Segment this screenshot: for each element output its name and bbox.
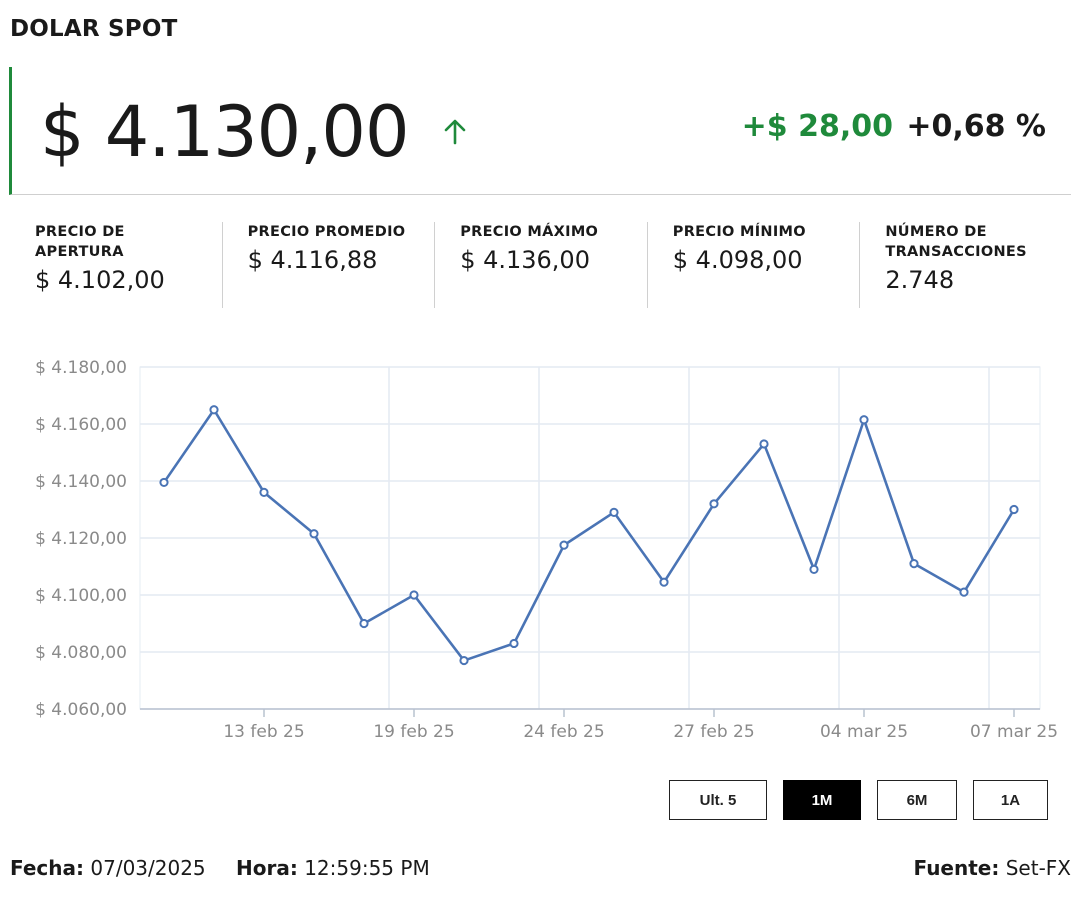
stat-label: PRECIO MÍNIMO <box>672 224 806 240</box>
x-tick-label: 19 feb 25 <box>373 722 454 742</box>
stats-row: PRECIO DE APERTURA $ 4.102,00 PRECIO PRO… <box>10 222 1072 308</box>
data-point <box>659 577 669 587</box>
page-title: DOLAR SPOT <box>10 16 178 42</box>
stat-transacciones: NÚMERO DE TRANSACCIONES 2.748 <box>859 222 1072 308</box>
fuente-label: Fuente: <box>913 856 1000 880</box>
arrow-up-icon <box>444 119 466 145</box>
data-point <box>209 405 219 415</box>
stat-maximo: PRECIO MÁXIMO $ 4.136,00 <box>434 222 647 308</box>
range-button-1a[interactable]: 1A <box>973 780 1048 820</box>
stat-value: 2.748 <box>885 266 955 294</box>
stat-label: PRECIO MÁXIMO <box>460 224 599 240</box>
y-tick-label: $ 4.060,00 <box>35 700 127 720</box>
stat-value: $ 4.102,00 <box>35 266 165 294</box>
series-line <box>162 408 1016 662</box>
y-tick-label: $ 4.160,00 <box>35 415 127 435</box>
y-tick-label: $ 4.180,00 <box>35 358 127 378</box>
x-tick-label: 04 mar 25 <box>820 722 908 742</box>
data-point <box>859 415 869 425</box>
data-point <box>759 439 769 449</box>
x-tick-label: 24 feb 25 <box>523 722 604 742</box>
data-point <box>509 638 519 649</box>
data-point <box>809 564 819 574</box>
data-point <box>459 655 469 666</box>
stat-label: NÚMERO DE TRANSACCIONES <box>885 224 1027 260</box>
stat-value: $ 4.098,00 <box>672 246 803 274</box>
fecha-label: Fecha: <box>10 856 85 880</box>
data-point <box>609 507 619 517</box>
stat-apertura: PRECIO DE APERTURA $ 4.102,00 <box>10 222 222 308</box>
data-point <box>909 559 919 569</box>
stat-label: PRECIO DE APERTURA <box>35 224 125 260</box>
x-tick-label: 27 feb 25 <box>673 722 754 742</box>
data-point <box>259 487 269 497</box>
x-tick-label: 13 feb 25 <box>223 722 304 742</box>
data-point <box>359 618 369 629</box>
current-price: $ 4.130,00 <box>40 91 410 173</box>
fecha-value: 07/03/2025 <box>90 856 206 880</box>
hora-value: 12:59:55 PM <box>304 856 430 880</box>
stat-promedio: PRECIO PROMEDIO $ 4.116,88 <box>221 222 435 308</box>
price-change-absolute: +$ 28,00 <box>741 109 893 144</box>
footer-fuente: Fuente: Set-FX <box>914 856 1071 880</box>
data-point <box>309 529 319 539</box>
range-button-1m[interactable]: 1M <box>783 780 861 820</box>
range-button-ult5[interactable]: Ult. 5 <box>669 780 767 820</box>
footer-hora: Hora: 12:59:55 PM <box>236 856 430 880</box>
footer-fecha: Fecha: 07/03/2025 <box>10 856 206 880</box>
data-point <box>409 590 419 600</box>
stat-value: $ 4.136,00 <box>460 246 590 274</box>
y-tick-label: $ 4.080,00 <box>35 643 127 663</box>
price-line-chart: $ 4.060,00 $ 4.080,00 $ 4.100,00 $ 4.120,00… <box>35 358 1058 742</box>
stat-value: $ 4.116,88 <box>247 246 378 274</box>
hora-label: Hora: <box>236 856 298 880</box>
price-panel: $ 4.130,00 +$ 28,00 +0,68 % <box>9 67 1071 195</box>
data-point <box>159 477 169 488</box>
data-point <box>559 540 569 550</box>
data-point <box>959 587 969 597</box>
range-button-6m[interactable]: 6M <box>877 780 957 820</box>
x-tick-label: 07 mar 25 <box>970 722 1058 742</box>
data-point <box>709 499 719 509</box>
stat-minimo: PRECIO MÍNIMO $ 4.098,00 <box>646 222 860 308</box>
fuente-value: Set-FX <box>1005 856 1071 880</box>
y-tick-label: $ 4.140,00 <box>35 472 127 492</box>
y-tick-label: $ 4.100,00 <box>35 586 127 606</box>
stat-label: PRECIO PROMEDIO <box>247 224 406 240</box>
y-tick-label: $ 4.120,00 <box>35 529 127 549</box>
data-point <box>1009 504 1019 515</box>
price-change-percent: +0,68 % <box>906 109 1046 144</box>
